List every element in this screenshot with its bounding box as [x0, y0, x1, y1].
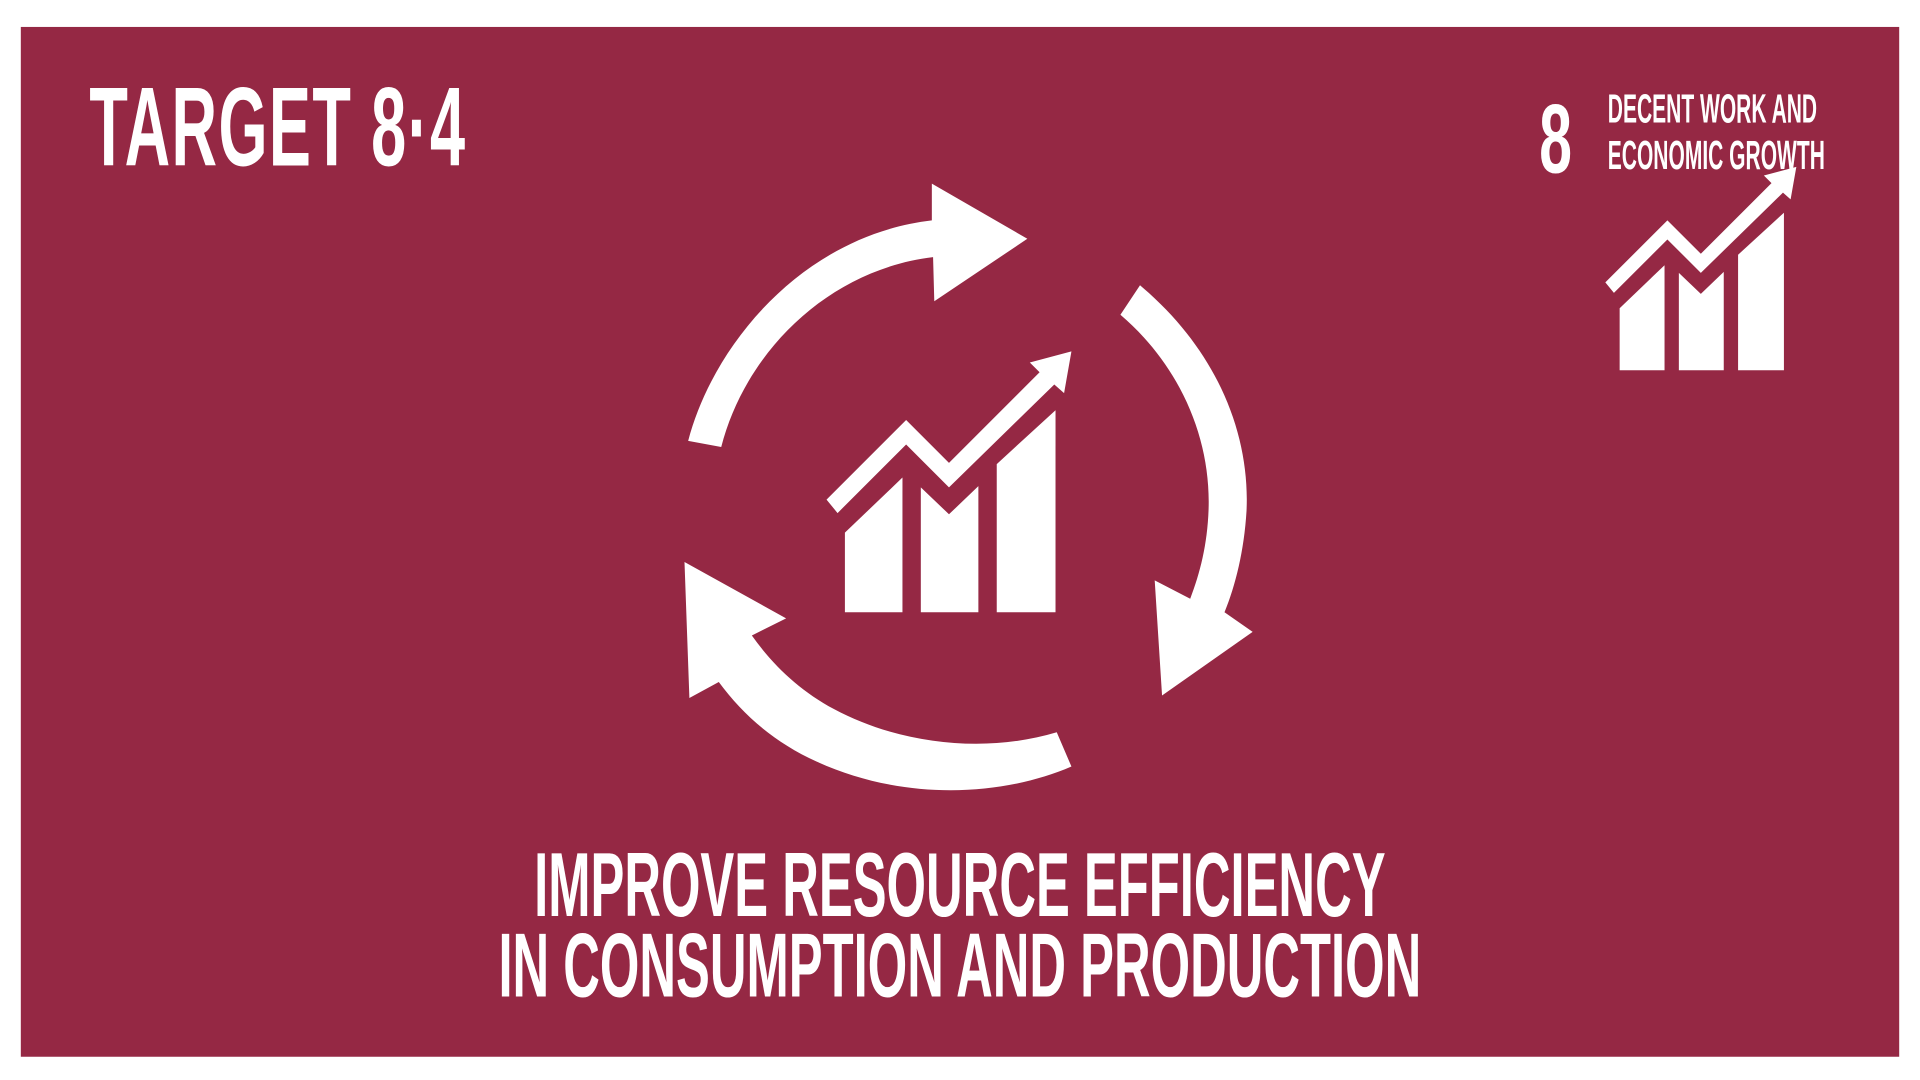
- target-caption: IMPROVE RESOURCE EFFICIENCY IN CONSUMPTI…: [21, 833, 1899, 1017]
- goal8-growth-chart-icon: [1605, 166, 1797, 371]
- target-title: TARGET 8·4: [89, 64, 467, 190]
- goal-number: 8: [1539, 84, 1572, 194]
- target-card: TARGET 8·4 8 DECENT WORK AND ECONOMIC GR…: [20, 26, 1900, 1057]
- growth-chart-icon: [826, 351, 1072, 613]
- recycle-arrows-icon: [684, 183, 1253, 791]
- caption-line1: IMPROVE RESOURCE EFFICIENCY: [534, 833, 1386, 936]
- goal-name-line1: DECENT WORK AND: [1607, 85, 1818, 132]
- caption-line2: IN CONSUMPTION AND PRODUCTION: [498, 914, 1422, 1017]
- icons-layer: [684, 166, 1797, 791]
